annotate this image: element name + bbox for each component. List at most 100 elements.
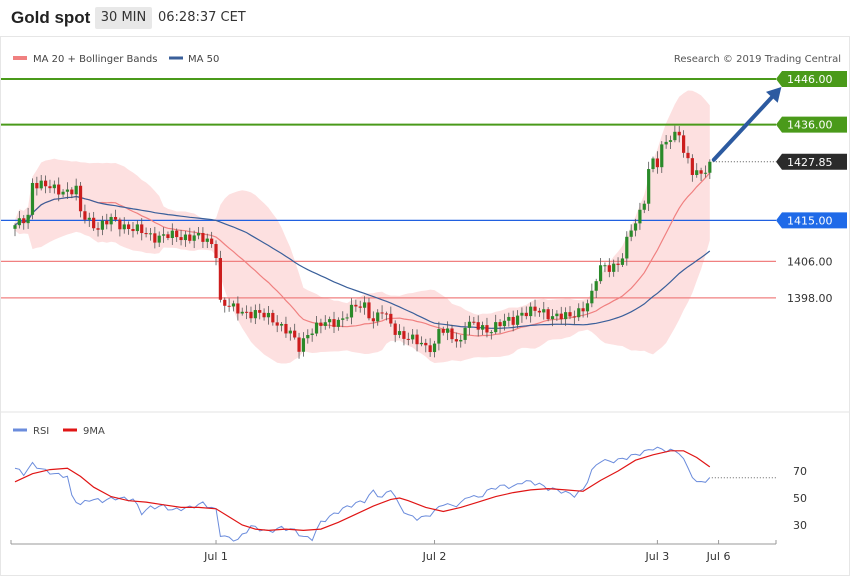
candle-body [502, 320, 507, 327]
candle-body [83, 211, 87, 220]
candle-body [201, 232, 205, 242]
candle-body [511, 316, 515, 325]
candle-body [515, 315, 520, 325]
candle-body [686, 152, 690, 159]
candle-body [301, 338, 306, 352]
rsi-ma-legend-label: 9MA [83, 426, 105, 437]
candle-body [192, 235, 196, 241]
last-price-label: 1427.85 [787, 156, 833, 169]
candle-body [358, 306, 362, 308]
candle-body [319, 322, 323, 326]
candle-body [441, 329, 445, 333]
candle-body [227, 305, 231, 307]
candle-body [57, 184, 61, 195]
candle-body [520, 312, 524, 316]
moving-averages [14, 172, 711, 337]
candle-body [258, 310, 262, 313]
forecast-arrow [711, 87, 782, 162]
price-tags: 1446.00 1436.00 1415.00 1406.00 1398.00 1427.… [712, 71, 847, 306]
time-axis-label: Jul 3 [644, 550, 669, 563]
candle-body [472, 321, 476, 323]
candle-body [397, 331, 402, 335]
candle-body [376, 312, 380, 322]
rsi-legend: RSI 9MA [13, 426, 105, 437]
timeframe-selector[interactable]: 30 MIN [95, 7, 152, 29]
candle-body [393, 323, 397, 335]
candle-body [22, 218, 26, 224]
candle-body [367, 302, 371, 319]
level-tag-resistance [776, 116, 847, 133]
rsi-pane: 70 50 30 [14, 446, 807, 542]
candle-body [113, 216, 118, 220]
candle-body [336, 319, 340, 327]
candle-body [179, 237, 183, 241]
candle-body [620, 258, 625, 265]
ma20-line [14, 172, 711, 337]
candle-body [35, 182, 39, 189]
candle-body [161, 234, 166, 236]
candle-body [598, 265, 603, 282]
candle-body [92, 217, 96, 229]
candle-body [231, 303, 236, 307]
level-tag-resistance-label: 1446.00 [787, 73, 833, 86]
candle-body [148, 233, 153, 235]
copyright-text: Research © 2019 Trading Central [674, 54, 841, 65]
candle-body [253, 310, 257, 319]
candle-body [109, 216, 113, 225]
candle-body [708, 161, 712, 173]
candle-body [446, 328, 450, 333]
candle-body [664, 141, 668, 145]
chart-area: MA 20 + Bollinger Bands MA 50 Research ©… [0, 36, 850, 576]
candle-body [166, 234, 170, 239]
candle-body [363, 302, 367, 308]
candle-body [546, 309, 550, 320]
candle-body [529, 306, 533, 317]
candle-body [323, 322, 327, 326]
candle-body [188, 234, 192, 241]
candle-body [437, 329, 441, 344]
candle-body [415, 334, 419, 345]
last-price-tag [776, 153, 847, 170]
candle-body [48, 186, 52, 189]
candle-body [218, 258, 222, 300]
rsi-tick-label: 70 [793, 465, 807, 478]
candle-body [524, 312, 528, 317]
candle-body [170, 230, 174, 239]
candle-body [463, 327, 467, 340]
rsi-tick-label: 30 [793, 519, 807, 532]
rsi-tick-label: 50 [793, 492, 807, 505]
level-tag-resistance-label: 1436.00 [787, 119, 833, 132]
candle-body [428, 345, 432, 353]
candle-body [555, 313, 559, 317]
candle-body [498, 322, 502, 327]
price-legend: MA 20 + Bollinger Bands MA 50 Research ©… [13, 54, 841, 65]
ma50-legend-label: MA 50 [188, 54, 219, 65]
candle-body [577, 308, 581, 318]
candle-body [127, 224, 131, 229]
rsi-ma-line [14, 450, 711, 532]
current-time: 06:28:37 CET [158, 10, 246, 25]
candle-body [703, 172, 708, 174]
key-levels [1, 78, 776, 299]
candle-body [564, 312, 568, 320]
level-tag-bg [776, 253, 846, 270]
candle-body [384, 313, 389, 315]
candle-body [74, 185, 78, 195]
candle-body [638, 209, 642, 224]
candle-body [223, 299, 227, 306]
time-axis-label: Jul 2 [422, 550, 447, 563]
candle-body [467, 321, 472, 328]
ma20-legend-label: MA 20 + Bollinger Bands [33, 54, 157, 65]
candle-body [419, 342, 424, 345]
candle-body [26, 214, 30, 224]
candle-body [341, 318, 345, 320]
candle-body [87, 217, 91, 220]
chart-header: Gold spot 30 MIN 06:28:37 CET [0, 0, 850, 36]
candle-body [612, 263, 616, 272]
chart-svg[interactable]: MA 20 + Bollinger Bands MA 50 Research ©… [1, 37, 849, 575]
candle-body [306, 334, 310, 339]
candle-body [153, 233, 157, 243]
candle-body [30, 182, 35, 215]
forecast-arrow-shaft [711, 95, 774, 162]
candle-body [135, 224, 139, 232]
